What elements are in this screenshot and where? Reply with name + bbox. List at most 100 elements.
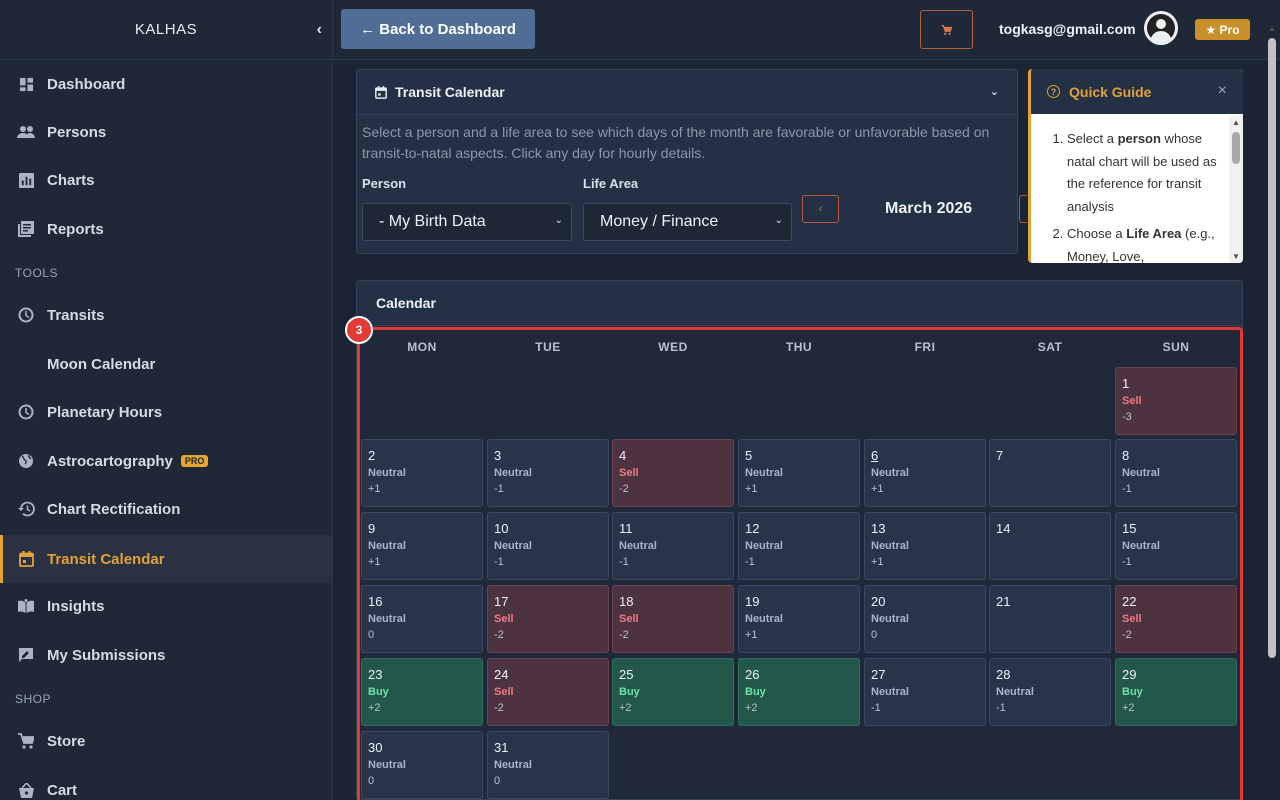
calendar-day[interactable]: 24 Sell -2 xyxy=(487,658,609,726)
calendar-day[interactable]: 13 Neutral +1 xyxy=(864,512,986,580)
scroll-thumb[interactable] xyxy=(1232,132,1240,164)
page-scroll-up-icon[interactable]: ▲ xyxy=(1268,24,1276,33)
sidebar-item-planetary-hours[interactable]: Planetary Hours xyxy=(0,388,332,436)
calendar-day[interactable]: 23 Buy +2 xyxy=(361,658,483,726)
cart-icon xyxy=(941,24,952,35)
sidebar-item-label: Cart xyxy=(47,781,78,799)
sidebar-item-charts[interactable]: Charts xyxy=(0,156,332,204)
scroll-down-icon[interactable]: ▼ xyxy=(1232,252,1240,261)
weekday-sat: SAT xyxy=(1037,340,1063,354)
transit-panel-title: Transit Calendar xyxy=(395,84,505,100)
sidebar-item-label: Transits xyxy=(47,306,105,324)
people-icon xyxy=(17,123,35,141)
current-month: March 2026 xyxy=(885,200,973,217)
step-marker: 3 xyxy=(345,316,373,344)
calendar-day[interactable]: 9 Neutral +1 xyxy=(361,512,483,580)
basket-icon xyxy=(17,781,35,799)
sidebar-item-label: Persons xyxy=(47,123,107,141)
calendar-day[interactable]: 17 Sell -2 xyxy=(487,585,609,653)
weekday-mon: MON xyxy=(407,340,437,354)
life-area-select-value: Money / Finance xyxy=(600,213,719,230)
sidebar-item-my-submissions[interactable]: My Submissions xyxy=(0,631,332,679)
quick-guide-header: ? Quick Guide × xyxy=(1031,69,1243,114)
sidebar-item-moon-calendar[interactable]: Moon Calendar xyxy=(0,340,332,388)
calendar-day[interactable]: 20 Neutral 0 xyxy=(864,585,986,653)
calendar-day[interactable]: 7 xyxy=(989,439,1111,507)
transit-calendar-panel: Transit Calendar ⌄ Select a person and a… xyxy=(356,69,1027,254)
chevron-left-icon: ‹ xyxy=(818,203,823,215)
calendar-day[interactable]: 21 xyxy=(989,585,1111,653)
back-to-dashboard-button[interactable]: ← Back to Dashboard xyxy=(341,9,535,49)
quick-guide-title: Quick Guide xyxy=(1069,83,1152,100)
page-scrollbar[interactable] xyxy=(1268,38,1276,658)
sidebar-item-transit-calendar[interactable]: Transit Calendar xyxy=(0,535,332,583)
sidebar-item-dashboard[interactable]: Dashboard xyxy=(0,60,332,108)
weekday-thu: THU xyxy=(785,340,813,354)
sidebar-item-reports[interactable]: Reports xyxy=(0,205,332,253)
sidebar-item-label: Transit Calendar xyxy=(47,550,165,568)
calendar-day-today[interactable]: 6 Neutral +1 xyxy=(864,439,986,507)
life-area-select[interactable]: Money / Finance ⌄ xyxy=(583,203,792,241)
prev-month-button[interactable]: ‹ xyxy=(802,195,839,223)
close-icon[interactable]: × xyxy=(1217,82,1227,99)
calendar-day[interactable]: 31 Neutral 0 xyxy=(487,731,609,799)
brand-header: KALHAS ‹ xyxy=(0,0,332,60)
chevron-down-icon[interactable]: ⌄ xyxy=(989,86,999,98)
calendar-day[interactable]: 29 Buy +2 xyxy=(1115,658,1237,726)
chevron-down-icon: ⌄ xyxy=(554,215,563,226)
sidebar-item-astrocartography[interactable]: Astrocartography PRO xyxy=(0,437,332,485)
sidebar-item-label: Moon Calendar xyxy=(47,355,156,373)
person-select[interactable]: - My Birth Data ⌄ xyxy=(362,203,572,241)
calendar-day[interactable]: 14 xyxy=(989,512,1111,580)
calendar-day[interactable]: 18 Sell -2 xyxy=(612,585,734,653)
calendar-day[interactable]: 12 Neutral -1 xyxy=(738,512,860,580)
pro-badge: PRO xyxy=(180,455,209,467)
calendar-day[interactable]: 16 Neutral 0 xyxy=(361,585,483,653)
moon-icon xyxy=(17,355,35,373)
sidebar-item-label: Astrocartography xyxy=(47,452,173,470)
user-avatar-icon xyxy=(1144,11,1178,45)
next-month-button[interactable] xyxy=(1019,195,1027,223)
sidebar-item-transits[interactable]: Transits xyxy=(0,291,332,339)
clock-icon xyxy=(17,403,35,421)
calendar-day[interactable]: 2 Neutral +1 xyxy=(361,439,483,507)
calendar-day[interactable]: 30 Neutral 0 xyxy=(361,731,483,799)
pro-status-badge[interactable]: ★ Pro xyxy=(1195,19,1250,40)
scroll-up-icon[interactable]: ▲ xyxy=(1232,118,1240,127)
collapse-sidebar-icon[interactable]: ‹ xyxy=(316,21,322,38)
calendar-day[interactable]: 15 Neutral -1 xyxy=(1115,512,1237,580)
calendar-day[interactable]: 1 Sell -3 xyxy=(1115,367,1237,435)
calendar-day[interactable]: 8 Neutral -1 xyxy=(1115,439,1237,507)
calendar-day[interactable]: 5 Neutral +1 xyxy=(738,439,860,507)
sidebar-item-label: My Submissions xyxy=(47,646,166,664)
calendar-day[interactable]: 26 Buy +2 xyxy=(738,658,860,726)
calendar-day[interactable]: 27 Neutral -1 xyxy=(864,658,986,726)
sidebar-item-insights[interactable]: Insights xyxy=(0,582,332,630)
guide-step: Choose a Life Area (e.g., Money, Love, xyxy=(1067,223,1230,263)
sidebar-item-chart-rectification[interactable]: Chart Rectification xyxy=(0,485,332,533)
avatar[interactable] xyxy=(1144,11,1178,45)
life-area-label: Life Area xyxy=(583,176,639,191)
section-tools: TOOLS xyxy=(15,266,58,280)
calendar-day[interactable]: 22 Sell -2 xyxy=(1115,585,1237,653)
feedback-icon xyxy=(17,646,35,664)
person-select-value: - My Birth Data xyxy=(379,213,486,230)
transit-description: Select a person and a life area to see w… xyxy=(362,124,990,161)
calendar-icon xyxy=(375,85,387,99)
calendar-day[interactable]: 19 Neutral +1 xyxy=(738,585,860,653)
calendar-day[interactable]: 10 Neutral -1 xyxy=(487,512,609,580)
quick-guide-scrollbar[interactable]: ▲ ▼ xyxy=(1229,116,1243,263)
calendar-day[interactable]: 3 Neutral -1 xyxy=(487,439,609,507)
sidebar-item-label: Insights xyxy=(47,597,105,615)
calendar-day[interactable]: 28 Neutral -1 xyxy=(989,658,1111,726)
sidebar-item-persons[interactable]: Persons xyxy=(0,108,332,156)
weekday-fri: FRI xyxy=(914,340,936,354)
transit-panel-header[interactable]: Transit Calendar ⌄ xyxy=(357,70,1017,115)
calendar-day[interactable]: 4 Sell -2 xyxy=(612,439,734,507)
sidebar-item-cart[interactable]: Cart xyxy=(0,766,332,800)
calendar-day[interactable]: 25 Buy +2 xyxy=(612,658,734,726)
calendar-day[interactable]: 11 Neutral -1 xyxy=(612,512,734,580)
sidebar-item-store[interactable]: Store xyxy=(0,717,332,765)
cart-button[interactable] xyxy=(920,10,973,49)
globe-icon xyxy=(17,452,35,470)
